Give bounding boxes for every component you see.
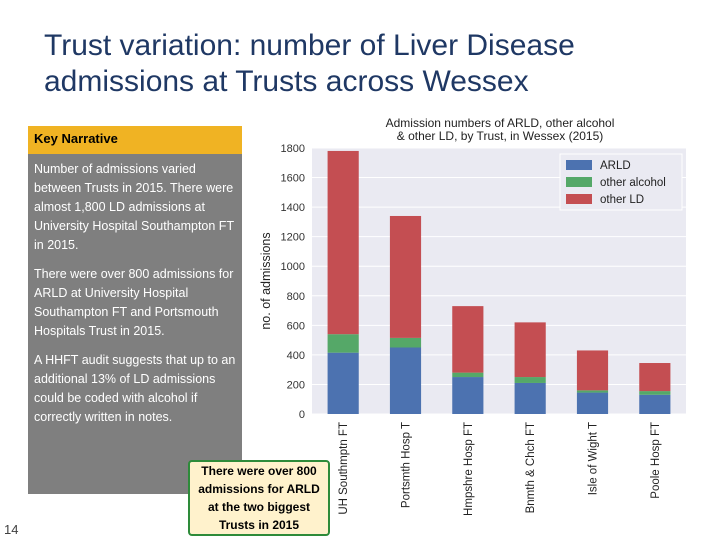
slide-title: Trust variation: number of Liver Disease… [44, 29, 575, 98]
narrative-paragraph-1: Number of admissions varied between Trus… [34, 162, 234, 252]
y-axis-label: no. of admissions [259, 232, 273, 329]
admissions-stacked-bar-chart: 0 200 400 600 800 1000 1200 1400 1600 1800 UH Sout… [259, 116, 686, 516]
narrative-paragraph-2: There were over 800 admissions for ARLD … [34, 267, 234, 338]
callout-box: There were over 800 admissions for ARLD … [188, 460, 330, 536]
bar-other-alcohol [639, 391, 671, 395]
bar-arld [452, 377, 484, 414]
bar-other-alcohol [452, 372, 484, 378]
bar-arld [639, 394, 671, 414]
callout-text: There were over 800 admissions for ARLD … [198, 464, 320, 532]
legend-label: other LD [600, 194, 644, 206]
legend-swatch [566, 177, 592, 187]
bar-other-ld [389, 215, 422, 338]
page-number: 14 [4, 522, 19, 537]
bar-other-alcohol [514, 377, 546, 383]
bar-other-ld [327, 150, 359, 335]
x-tick-label: UH Southmptn FT [338, 422, 350, 515]
legend-label: ARLD [600, 160, 631, 172]
bar-other-alcohol [327, 334, 359, 353]
y-tick-label: 800 [287, 291, 305, 303]
x-tick-label: Isle of Wight T [588, 422, 600, 495]
bar-arld [576, 392, 609, 414]
key-narrative-header: Key Narrative [28, 126, 242, 154]
y-tick-label: 600 [287, 320, 305, 332]
key-narrative-body: Number of admissions varied between Trus… [28, 154, 242, 443]
y-tick-label: 1600 [281, 173, 305, 185]
bar-arld [389, 347, 422, 414]
legend-swatch [566, 194, 592, 204]
bar-other-alcohol [389, 337, 422, 348]
bar-other-ld [639, 363, 671, 392]
bar-arld [514, 382, 546, 414]
x-tick-label: Portsmth Hosp T [401, 422, 413, 508]
bar-other-alcohol [576, 390, 609, 393]
bar-other-ld [576, 350, 609, 391]
y-tick-label: 1800 [281, 143, 305, 155]
chart-title: Admission numbers of ARLD, other alcohol… [386, 116, 615, 143]
legend-swatch [566, 160, 592, 170]
x-tick-label: Poole Hosp FT [650, 422, 662, 499]
narrative-paragraph-3: A HHFT audit suggests that up to an addi… [34, 353, 236, 424]
y-tick-label: 0 [299, 409, 305, 421]
x-tick-label: Bnmth & Chch FT [525, 422, 537, 513]
key-narrative-panel: Key Narrative Number of admissions varie… [28, 126, 242, 494]
bar-arld [327, 352, 359, 414]
y-tick-label: 1400 [281, 202, 305, 214]
y-tick-label: 1000 [281, 261, 305, 273]
legend-label: other alcohol [600, 177, 666, 189]
y-tick-label: 1200 [281, 232, 305, 244]
y-tick-label: 400 [287, 350, 305, 362]
y-tick-label: 200 [287, 379, 305, 391]
bar-other-ld [514, 322, 546, 378]
x-tick-label: Hmpshre Hosp FT [463, 422, 475, 516]
bar-other-ld [452, 306, 484, 373]
